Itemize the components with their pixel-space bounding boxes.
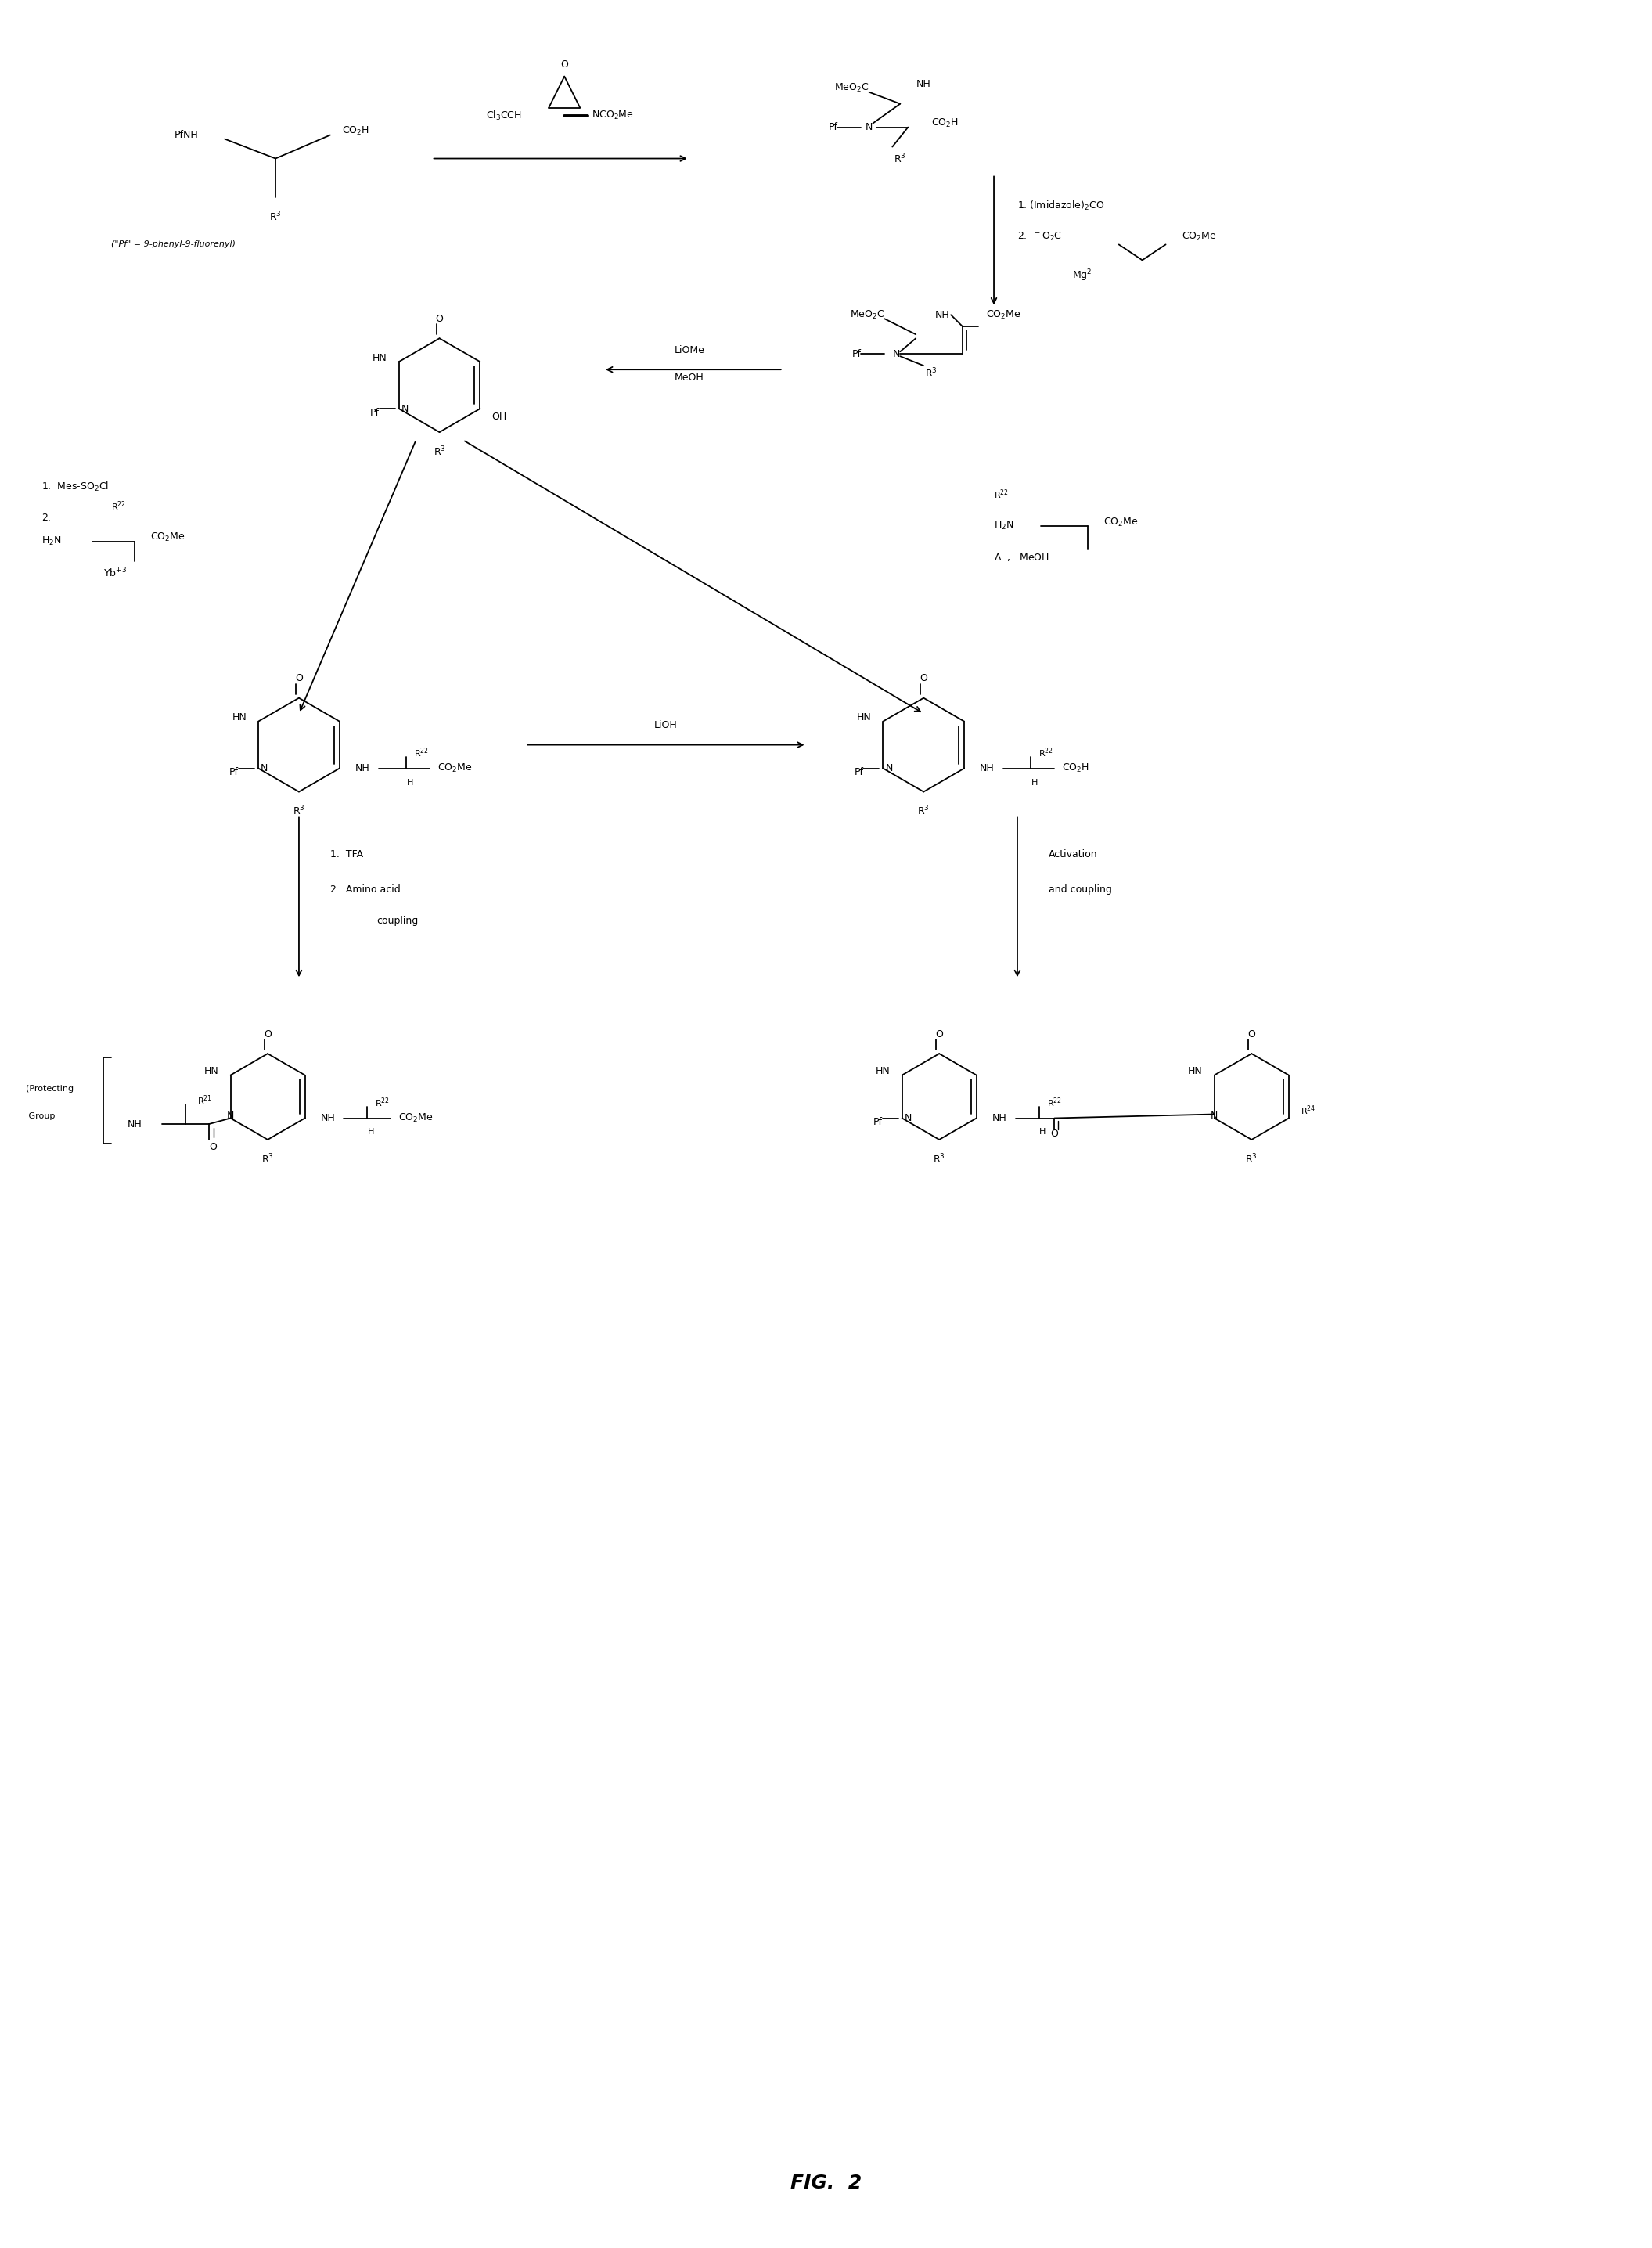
- Text: R$^{21}$: R$^{21}$: [197, 1095, 211, 1106]
- Text: Pf: Pf: [828, 121, 838, 133]
- Text: NCO$_2$Me: NCO$_2$Me: [591, 110, 634, 121]
- Text: Cl$_3$CCH: Cl$_3$CCH: [486, 110, 522, 121]
- Text: N: N: [1211, 1111, 1218, 1122]
- Text: HN: HN: [231, 713, 246, 722]
- Text: Yb$^{+3}$: Yb$^{+3}$: [104, 566, 127, 580]
- Text: CO$_2$H: CO$_2$H: [1062, 762, 1089, 773]
- Text: NH: NH: [127, 1120, 142, 1128]
- Text: NH: NH: [355, 764, 370, 773]
- Text: H$_2$N: H$_2$N: [995, 519, 1014, 533]
- Text: R$^3$: R$^3$: [261, 1153, 274, 1167]
- Text: PfNH: PfNH: [173, 130, 198, 139]
- Text: N: N: [401, 405, 408, 414]
- Text: H: H: [1031, 778, 1037, 787]
- Text: R$^{24}$: R$^{24}$: [1300, 1104, 1315, 1117]
- Text: NH: NH: [320, 1113, 335, 1124]
- Text: Group: Group: [25, 1113, 55, 1120]
- Text: HN: HN: [205, 1066, 218, 1077]
- Text: O: O: [1051, 1128, 1059, 1140]
- Text: FIG.  2: FIG. 2: [790, 2174, 862, 2192]
- Text: CO$_2$Me: CO$_2$Me: [438, 762, 472, 773]
- Text: Activation: Activation: [1049, 850, 1097, 859]
- Text: MeOH: MeOH: [674, 373, 704, 382]
- Text: NH: NH: [935, 310, 950, 319]
- Text: ("Pf" = 9-phenyl-9-fluorenyl): ("Pf" = 9-phenyl-9-fluorenyl): [111, 241, 236, 250]
- Text: LiOH: LiOH: [654, 719, 677, 731]
- Text: and coupling: and coupling: [1049, 883, 1112, 895]
- Text: H: H: [1039, 1128, 1046, 1135]
- Text: Pf: Pf: [874, 1117, 882, 1126]
- Text: HN: HN: [372, 353, 387, 362]
- Text: N: N: [261, 764, 268, 773]
- Text: R$^3$: R$^3$: [925, 366, 938, 380]
- Text: CO$_2$Me: CO$_2$Me: [1181, 232, 1216, 243]
- Text: MeO$_2$C: MeO$_2$C: [849, 308, 884, 321]
- Text: O: O: [264, 1030, 271, 1039]
- Text: 1. (Imidazole)$_2$CO: 1. (Imidazole)$_2$CO: [1018, 200, 1105, 211]
- Text: HN: HN: [876, 1066, 890, 1077]
- Text: OH: OH: [492, 411, 507, 423]
- Text: Pf: Pf: [852, 348, 861, 360]
- Text: 2.: 2.: [41, 513, 51, 524]
- Text: LiOMe: LiOMe: [674, 344, 704, 355]
- Text: Mg$^{2+}$: Mg$^{2+}$: [1072, 268, 1099, 283]
- Text: CO$_2$H: CO$_2$H: [932, 117, 958, 128]
- Text: R$^3$: R$^3$: [894, 153, 907, 164]
- Text: O: O: [1247, 1030, 1256, 1039]
- Text: N: N: [866, 121, 872, 133]
- Text: O: O: [436, 315, 443, 324]
- Text: N: N: [226, 1111, 235, 1122]
- Text: R$^3$: R$^3$: [292, 805, 306, 818]
- Text: N: N: [904, 1113, 912, 1124]
- Text: 2.  $^-$O$_2$C: 2. $^-$O$_2$C: [1018, 232, 1062, 243]
- Text: CO$_2$H: CO$_2$H: [342, 126, 368, 137]
- Text: $\Delta$  ,   MeOH: $\Delta$ , MeOH: [995, 551, 1049, 562]
- Text: H: H: [368, 1128, 375, 1135]
- Text: CO$_2$Me: CO$_2$Me: [1104, 517, 1138, 528]
- Text: CO$_2$Me: CO$_2$Me: [986, 308, 1021, 321]
- Text: H$_2$N: H$_2$N: [41, 535, 61, 549]
- Text: coupling: coupling: [377, 915, 418, 926]
- Text: HN: HN: [857, 713, 871, 722]
- Text: N: N: [892, 348, 900, 360]
- Text: R$^{22}$: R$^{22}$: [1047, 1097, 1062, 1108]
- Text: R$^{22}$: R$^{22}$: [375, 1097, 390, 1108]
- Text: O: O: [296, 674, 302, 683]
- Text: O: O: [560, 61, 568, 70]
- Text: R$^3$: R$^3$: [917, 805, 930, 818]
- Text: HN: HN: [1188, 1066, 1203, 1077]
- Text: NH: NH: [915, 79, 930, 90]
- Text: 2.  Amino acid: 2. Amino acid: [330, 883, 400, 895]
- Text: Pf: Pf: [854, 767, 864, 778]
- Text: R$^{22}$: R$^{22}$: [995, 488, 1009, 501]
- Text: R$^3$: R$^3$: [1246, 1153, 1257, 1167]
- Text: Pf: Pf: [230, 767, 240, 778]
- Text: R$^{22}$: R$^{22}$: [111, 499, 126, 513]
- Text: N: N: [885, 764, 892, 773]
- Text: O: O: [210, 1142, 216, 1153]
- Text: R$^3$: R$^3$: [933, 1153, 945, 1167]
- Text: 1.  Mes-SO$_2$Cl: 1. Mes-SO$_2$Cl: [41, 481, 109, 492]
- Text: O: O: [935, 1030, 943, 1039]
- Text: O: O: [920, 674, 927, 683]
- Text: R$^3$: R$^3$: [433, 445, 446, 459]
- Text: CO$_2$Me: CO$_2$Me: [398, 1113, 433, 1124]
- Text: NH: NH: [993, 1113, 1006, 1124]
- Text: (Protecting: (Protecting: [25, 1086, 73, 1093]
- Text: R$^3$: R$^3$: [269, 211, 281, 223]
- Text: CO$_2$Me: CO$_2$Me: [150, 533, 185, 544]
- Text: H: H: [406, 778, 413, 787]
- Text: 1.  TFA: 1. TFA: [330, 850, 363, 859]
- Text: Pf: Pf: [370, 407, 380, 418]
- Text: MeO$_2$C: MeO$_2$C: [834, 83, 869, 94]
- Text: R$^{22}$: R$^{22}$: [413, 746, 428, 760]
- Text: R$^{22}$: R$^{22}$: [1039, 746, 1054, 760]
- Text: NH: NH: [980, 764, 995, 773]
